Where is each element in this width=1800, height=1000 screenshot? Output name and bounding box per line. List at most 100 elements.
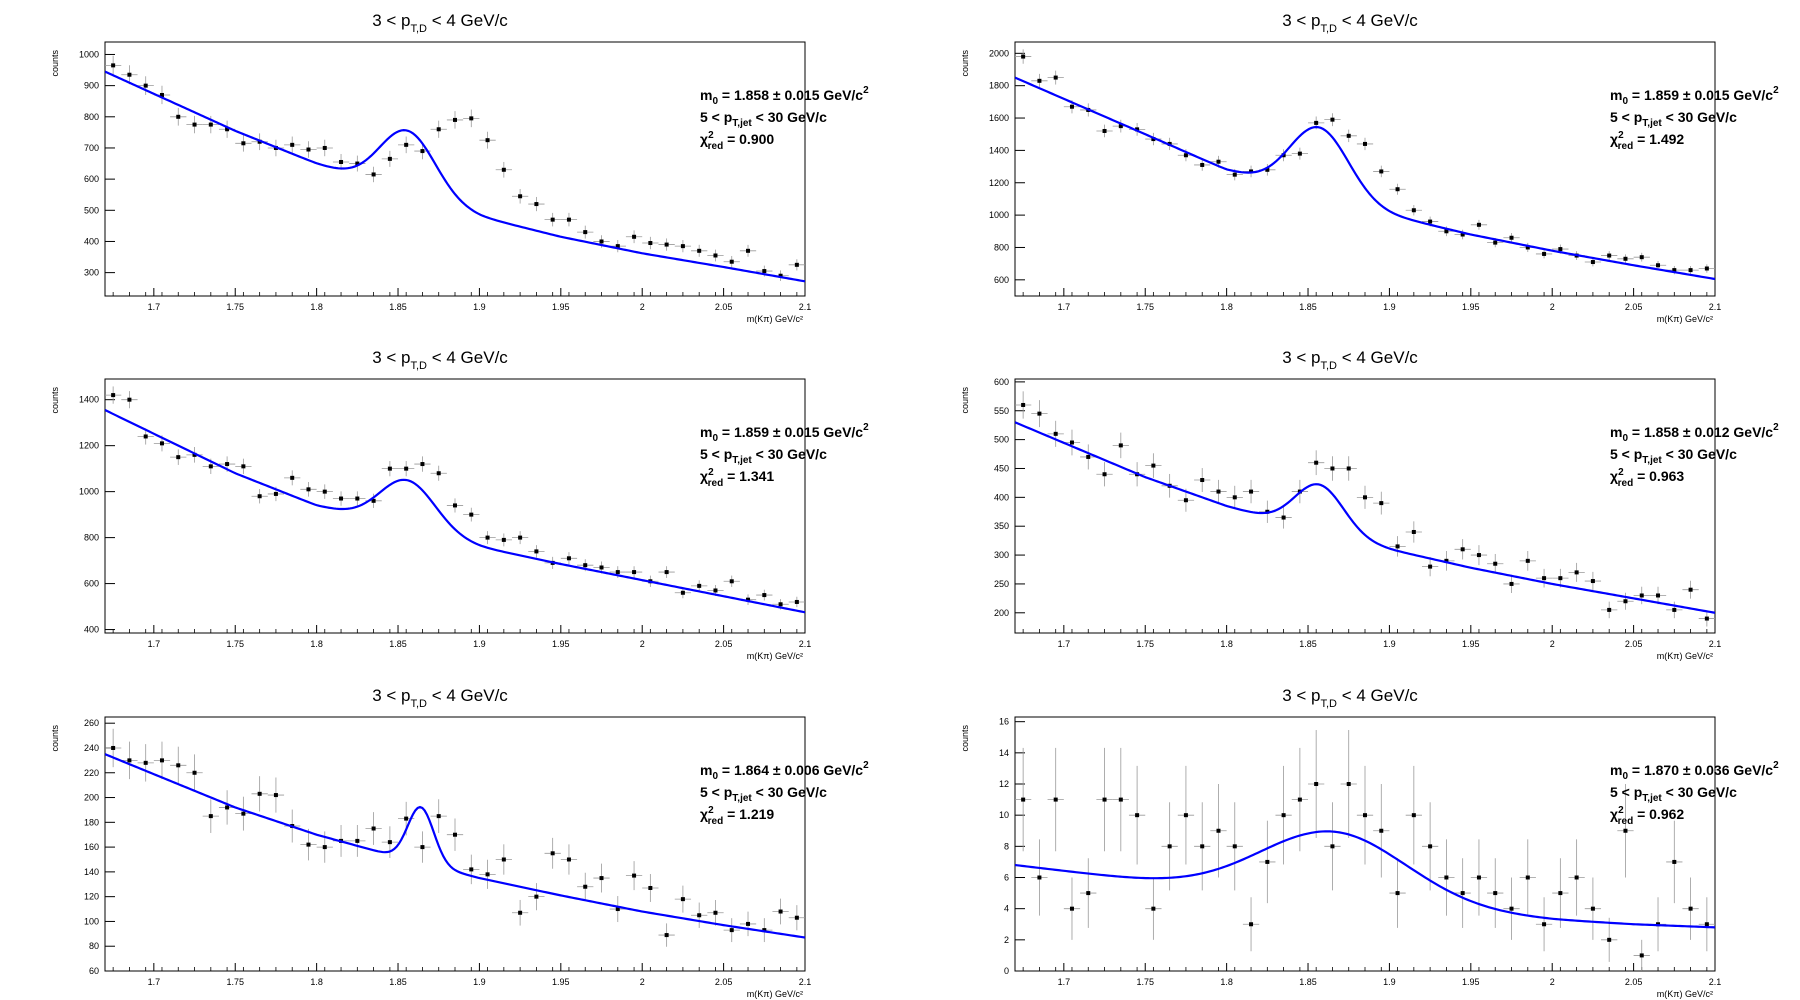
data-marker xyxy=(241,811,246,816)
data-point xyxy=(1519,551,1536,571)
panel-5: 3 < pT,D < 4 GeV/c 1.7 1.75 1.8 1.85 1.9 1.95 2… xyxy=(0,675,880,999)
data-marker xyxy=(1688,268,1693,273)
data-point xyxy=(446,818,464,851)
data-point xyxy=(1617,784,1634,878)
y-tick-label: 1000 xyxy=(79,49,99,59)
data-point xyxy=(1421,802,1439,891)
y-tick-label: 180 xyxy=(84,817,99,827)
data-point xyxy=(170,449,187,465)
data-point xyxy=(365,166,382,183)
data-marker xyxy=(387,156,392,161)
x-tick-label: 2.1 xyxy=(1709,639,1722,649)
data-point xyxy=(1291,147,1309,160)
x-tick-label: 1.75 xyxy=(226,302,244,312)
data-point xyxy=(137,744,154,782)
chi2-label: χ2 red = 1.219 xyxy=(700,805,774,827)
y-axis-label: counts xyxy=(960,50,970,77)
x-tick-label: 1.85 xyxy=(1299,302,1317,312)
y-tick-label: 4 xyxy=(1004,904,1009,914)
y-axis-label: counts xyxy=(50,387,60,414)
ptjet-post: < 30 GeV/c xyxy=(752,784,827,800)
data-marker xyxy=(469,867,474,872)
fit-curve xyxy=(1015,76,1715,281)
ptjet-pre: 5 < p xyxy=(700,784,732,800)
x-tick-label: 1.75 xyxy=(1136,639,1154,649)
x-tick-label: 1.95 xyxy=(552,302,570,312)
data-point xyxy=(1047,70,1064,85)
data-marker xyxy=(225,805,230,810)
data-point xyxy=(284,136,301,154)
data-point xyxy=(137,428,154,445)
data-point xyxy=(1601,601,1618,619)
fit-mass-label: m0 = 1.859 ± 0.015 GeV/c2 xyxy=(700,422,869,444)
data-point xyxy=(1340,456,1357,481)
y-tick-label: 800 xyxy=(84,533,99,543)
data-marker xyxy=(1574,875,1579,880)
data-marker xyxy=(387,466,392,471)
data-point xyxy=(1096,747,1113,852)
fit-mass-m: m xyxy=(1610,762,1622,778)
data-marker xyxy=(501,857,506,862)
data-point xyxy=(235,134,252,152)
x-tick-label: 1.8 xyxy=(310,639,323,649)
data-point xyxy=(1259,820,1276,904)
data-marker xyxy=(550,851,555,856)
y-tick-label: 6 xyxy=(1004,873,1009,883)
data-marker xyxy=(1151,463,1156,468)
data-marker xyxy=(1200,478,1205,483)
fit-mass-sub: 0 xyxy=(1622,433,1628,444)
data-marker xyxy=(1411,813,1416,818)
data-marker xyxy=(1346,133,1351,138)
chi2-symbol: χ xyxy=(700,806,708,822)
y-tick-label: 400 xyxy=(84,236,99,246)
chi2-sub: red xyxy=(708,141,724,152)
data-marker xyxy=(713,588,718,593)
data-point xyxy=(1145,453,1162,478)
data-point xyxy=(202,799,219,833)
data-marker xyxy=(1183,813,1188,818)
y-tick-label: 220 xyxy=(84,768,99,778)
data-marker xyxy=(1102,472,1107,477)
data-point xyxy=(1373,165,1390,178)
data-marker xyxy=(1151,137,1156,142)
data-marker xyxy=(697,583,702,588)
x-tick-label: 1.95 xyxy=(1462,302,1480,312)
data-marker xyxy=(192,770,197,775)
data-point xyxy=(1617,592,1634,610)
data-point xyxy=(691,580,708,592)
data-point xyxy=(1373,491,1390,515)
ptjet-pre: 5 < p xyxy=(1610,109,1642,125)
data-point xyxy=(723,575,740,587)
data-marker xyxy=(453,832,457,837)
data-point xyxy=(528,545,545,558)
data-point xyxy=(1194,159,1211,171)
data-marker xyxy=(225,462,230,467)
chi2-value: = 1.341 xyxy=(723,468,774,484)
data-marker xyxy=(1183,153,1188,158)
chi2-sub: red xyxy=(708,816,724,827)
data-point xyxy=(544,837,561,869)
data-point xyxy=(1015,49,1032,64)
y-tick-label: 600 xyxy=(994,377,1009,387)
data-point xyxy=(414,456,431,472)
data-marker xyxy=(1265,859,1270,864)
data-marker xyxy=(1069,906,1074,911)
data-point xyxy=(544,212,561,227)
data-marker xyxy=(1411,529,1416,534)
data-point xyxy=(267,777,285,813)
data-point xyxy=(1356,485,1374,509)
data-point xyxy=(398,136,415,154)
data-marker xyxy=(1037,411,1042,416)
data-marker xyxy=(1672,607,1677,612)
y-axis-label: counts xyxy=(960,387,970,414)
x-tick-label: 1.75 xyxy=(1136,977,1154,987)
x-axis-label: m(Kπ) GeV/c² xyxy=(747,989,803,999)
ptjet-sub: T,jet xyxy=(1642,793,1662,804)
data-point xyxy=(707,249,724,262)
x-tick-label: 1.85 xyxy=(389,977,407,987)
fit-mass-label: m0 = 1.859 ± 0.015 GeV/c2 xyxy=(1610,85,1779,107)
data-point xyxy=(1633,586,1650,605)
ptjet-sub: T,jet xyxy=(1642,118,1662,129)
data-point xyxy=(1698,264,1715,273)
